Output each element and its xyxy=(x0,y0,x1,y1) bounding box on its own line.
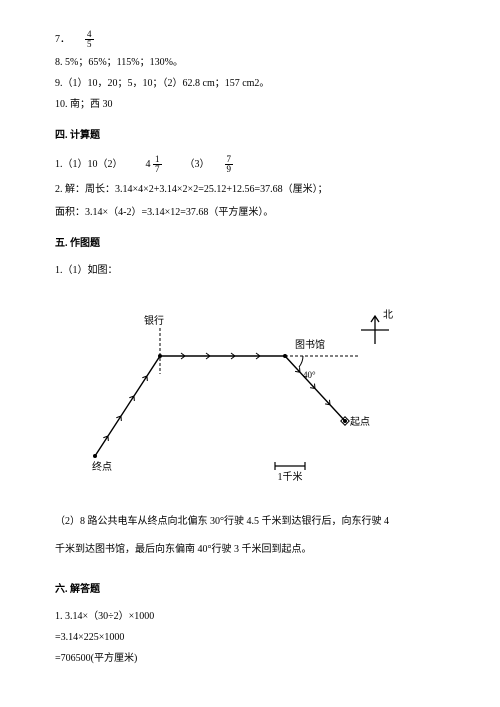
mixed-fraction: 1 7 xyxy=(153,155,162,174)
diagram: 银行图书馆终点 起点 40° 北 1千米 xyxy=(85,296,425,496)
item-9: 9.（1）10，20；5，10；（2）62.8 cm；157 cm2。 xyxy=(55,76,445,91)
calc-1-d-fraction: 7 9 xyxy=(225,155,234,174)
calc-line-3: 面积：3.14×（4-2）=3.14×12=37.68（平方厘米）。 xyxy=(55,205,445,220)
section-6-title: 六. 解答题 xyxy=(55,580,445,595)
calc-line-1: 1.（1）10（2） 4 1 7 （3） 7 9 xyxy=(55,155,445,174)
calc-line-2: 2. 解：周长：3.14×4×2+3.14×2×2=25.12+12.56=37… xyxy=(55,182,445,197)
svg-text:银行: 银行 xyxy=(144,314,164,327)
svg-text:起点: 起点 xyxy=(350,416,370,428)
draw-intro: 1.（1）如图： xyxy=(55,263,445,278)
section-5-title: 五. 作图题 xyxy=(55,234,445,249)
frac-den: 9 xyxy=(225,165,234,174)
diagram-svg: 银行图书馆终点 起点 40° 北 1千米 xyxy=(85,296,425,496)
ans-2: =3.14×225×1000 xyxy=(55,630,445,645)
svg-text:终点: 终点 xyxy=(92,460,112,473)
section-4-title: 四. 计算题 xyxy=(55,126,445,141)
desc-p1: （2）8 路公共电车从终点向北偏东 30°行驶 4.5 千米到达银行后，向东行驶… xyxy=(55,514,445,530)
frac-den: 5 xyxy=(85,40,94,49)
calc-1-a: 1.（1）10（2） xyxy=(55,157,123,172)
svg-text:40°: 40° xyxy=(303,370,316,380)
calc-1-c: （3） xyxy=(185,157,210,172)
mixed-whole: 4 xyxy=(146,157,151,172)
item-10: 10. 南；西 30 xyxy=(55,97,445,112)
ans-3: =706500(平方厘米) xyxy=(55,651,445,666)
item-7: 7． 4 5 xyxy=(55,30,445,49)
item-7-fraction: 4 5 xyxy=(85,30,94,49)
svg-text:北: 北 xyxy=(383,309,393,321)
item-7-label: 7． xyxy=(55,32,70,47)
desc-p2: 千米到达图书馆，最后向东偏南 40°行驶 3 千米回到起点。 xyxy=(55,542,445,558)
frac-den: 7 xyxy=(153,165,162,174)
svg-text:图书馆: 图书馆 xyxy=(295,338,325,351)
svg-text:1千米: 1千米 xyxy=(278,470,303,483)
item-8: 8. 5%；65%；115%；130%。 xyxy=(55,55,445,70)
ans-1: 1. 3.14×（30÷2）×1000 xyxy=(55,609,445,624)
